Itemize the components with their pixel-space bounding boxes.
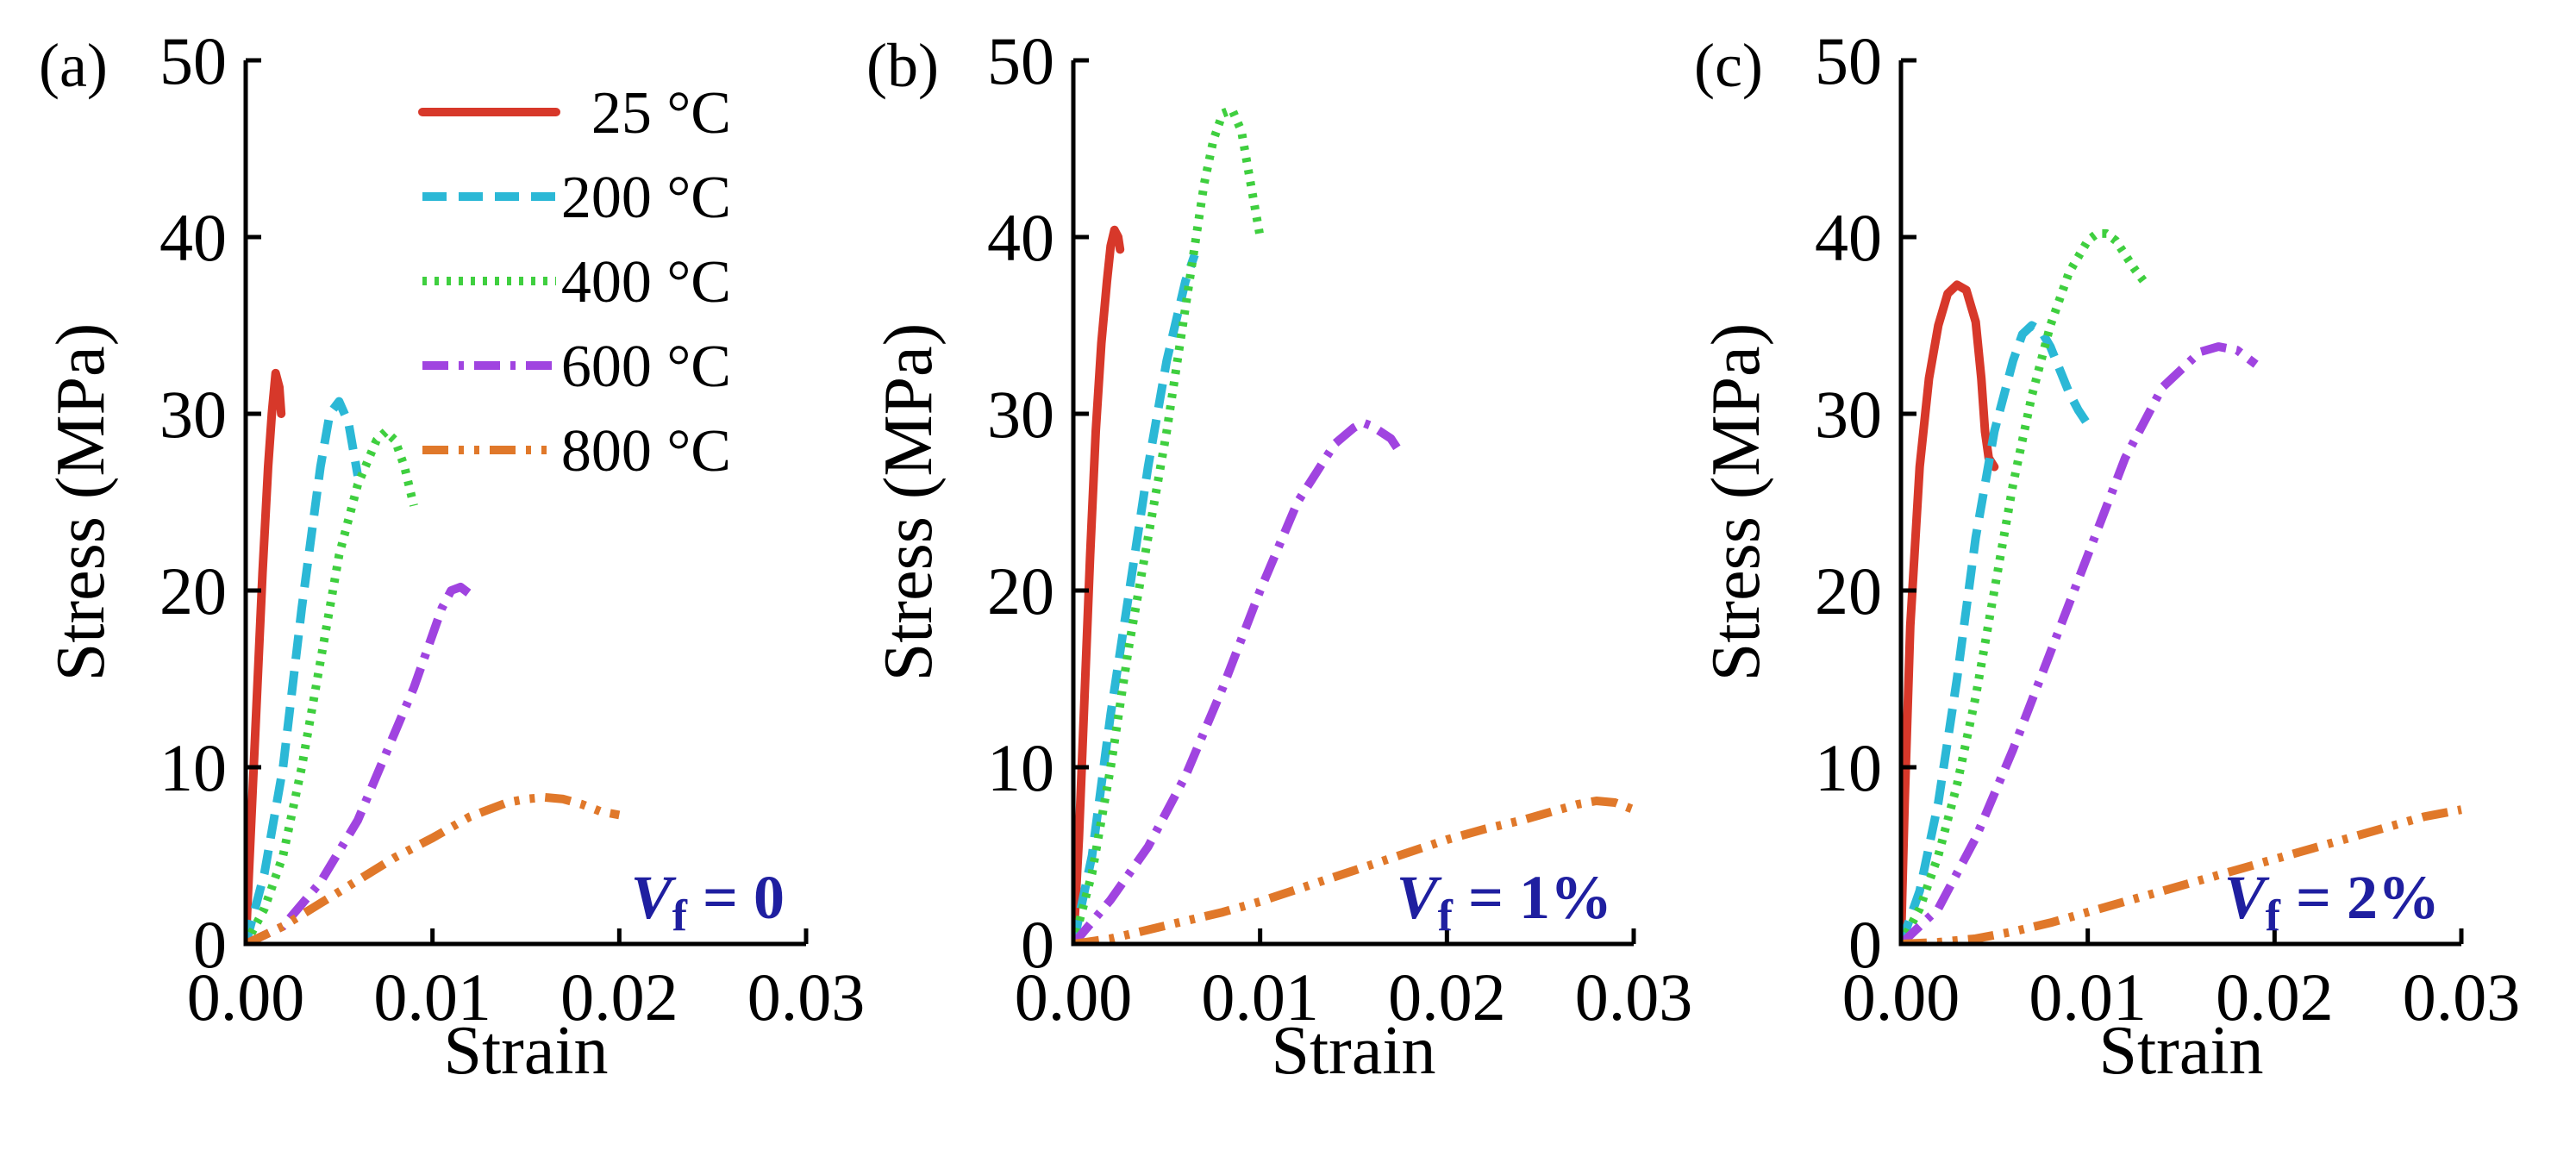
x-tick-label: 0.00 [187,959,305,1034]
series-line-25c [1901,280,1999,944]
y-tick-label: 30 [159,377,227,452]
y-tick-label: 50 [987,23,1054,98]
vf-annotation: Vf = 2% [2224,863,2440,941]
y-axis-title: Stress (MPa) [871,323,947,682]
panel-b: 0 10 20 30 40 50 0.00 0.01 0.02 0.03 Strain Stress … [866,23,1692,1089]
panel-c: 0 10 20 30 40 50 0.00 0.01 0.02 0.03 Strain Stress … [1694,23,2520,1089]
legend: 25 °C 200 °C 400 °C 600 °C 800 °C [418,80,731,484]
y-tick-label: 0 [1848,907,1882,982]
x-axis-title: Strain [443,1013,608,1089]
y-tick-label: 0 [193,907,227,982]
series-line-600c [246,582,473,944]
y-tick-label: 40 [1815,200,1882,275]
x-tick-label: 0.00 [1842,959,1960,1034]
y-tick-label: 30 [1815,377,1882,452]
panel-a: 0 10 20 30 40 50 0.00 0.01 0.02 0.03 Strain Stress … [39,23,865,1089]
x-tick-label: 0.01 [2029,959,2147,1034]
legend-label: 25 °C [591,80,731,147]
x-axis-title: Strain [2098,1013,2263,1089]
y-axis-title: Stress (MPa) [43,323,119,682]
y-tick-label: 0 [1021,907,1054,982]
x-tick-label: 0.02 [560,959,678,1034]
series-line-800c [1901,805,2462,944]
series-line-400c [246,427,418,944]
x-tick-label: 0.00 [1015,959,1133,1034]
x-tick-label: 0.03 [2403,959,2521,1034]
x-tick-label: 0.02 [2216,959,2334,1034]
series-line-800c [1073,797,1635,944]
series-line-25c [246,368,286,944]
y-tick-label: 50 [1815,23,1882,98]
vf-annotation: Vf = 1% [1397,863,1612,941]
legend-label: 600 °C [561,334,731,400]
panel-label: (c) [1694,31,1763,100]
x-tick-label: 0.01 [1201,959,1319,1034]
legend-label: 400 °C [561,249,731,316]
series-line-200c [246,397,362,944]
x-axis-title: Strain [1271,1013,1435,1089]
y-tick-label: 10 [1815,730,1882,805]
legend-label: 800 °C [561,418,731,484]
panel-label: (b) [866,31,939,100]
y-tick-label: 50 [159,23,227,98]
y-tick-label: 10 [159,730,227,805]
x-tick-label: 0.03 [1575,959,1693,1034]
series-line-400c [1901,228,2148,944]
series-line-200c [1073,253,1199,944]
y-tick-label: 20 [987,553,1054,628]
legend-label: 200 °C [561,165,731,231]
y-tick-label: 20 [1815,553,1882,628]
series-line-200c [1901,321,2091,944]
series-line-800c [246,792,621,944]
series-line-25c [1073,225,1125,944]
y-tick-label: 10 [987,730,1054,805]
x-tick-label: 0.03 [747,959,866,1034]
series-line-600c [1901,342,2259,944]
x-tick-label: 0.01 [373,959,491,1034]
vf-annotation: Vf = 0 [631,863,785,941]
y-axis-title: Stress (MPa) [1698,323,1774,682]
y-tick-label: 40 [987,200,1054,275]
panel-label: (a) [39,31,108,100]
y-tick-label: 20 [159,553,227,628]
x-tick-label: 0.02 [1388,959,1506,1034]
y-tick-label: 40 [159,200,227,275]
y-tick-label: 30 [987,377,1054,452]
series-line-600c [1073,418,1404,944]
